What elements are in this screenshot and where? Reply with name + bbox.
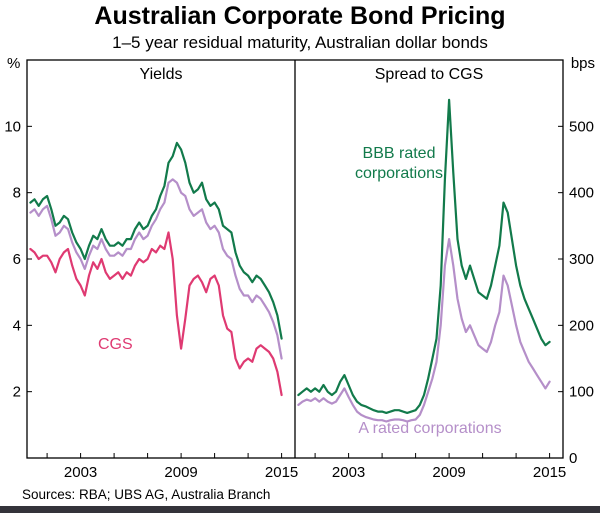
y-axis-label-left: 8 [13, 185, 21, 202]
y-axis-label-left: 6 [13, 251, 21, 268]
source-note: Sources: RBA; UBS AG, Australia Branch [22, 487, 271, 502]
bottom-window-bar [0, 506, 600, 513]
series-a-yield [29, 178, 283, 360]
y-axis-label-left: 4 [13, 317, 21, 334]
panel-title-yields: Yields [139, 66, 183, 83]
series-cgs-yield [29, 231, 283, 397]
right-axis-unit: bps [570, 55, 595, 72]
cgs-label: CGS [98, 336, 133, 353]
y-axis-label-right: 200 [569, 317, 594, 334]
x-axis-label: 2015 [265, 464, 298, 481]
chart-subtitle: 1–5 year residual maturity, Australian d… [112, 33, 488, 52]
bbb-rated-label: BBB rated corporations [354, 145, 444, 182]
a-rated-label: A rated corporations [358, 420, 502, 437]
panel-title-spread: Spread to CGS [374, 66, 484, 83]
y-axis-label-right: 0 [569, 450, 577, 467]
y-axis-label-right: 400 [569, 185, 594, 202]
y-axis-label-right: 300 [569, 251, 594, 268]
series-a-spread [297, 238, 551, 423]
x-axis-label: 2009 [432, 464, 465, 481]
x-axis-label: 2009 [164, 464, 197, 481]
x-axis-label: 2015 [533, 464, 566, 481]
panel-1 [297, 98, 551, 423]
x-axis-label: 2003 [64, 464, 97, 481]
y-axis-label-right: 500 [569, 118, 594, 135]
y-axis-label-left: 10 [4, 118, 21, 135]
chart-title: Australian Corporate Bond Pricing [94, 2, 506, 30]
panel-0 [29, 141, 283, 397]
y-axis-label-right: 100 [569, 384, 594, 401]
y-axis-label-left: 2 [13, 384, 21, 401]
x-axis-label: 2003 [332, 464, 365, 481]
series-bbb-yield [29, 141, 283, 340]
series-bbb-spread [297, 98, 551, 414]
left-axis-unit: % [7, 55, 21, 72]
